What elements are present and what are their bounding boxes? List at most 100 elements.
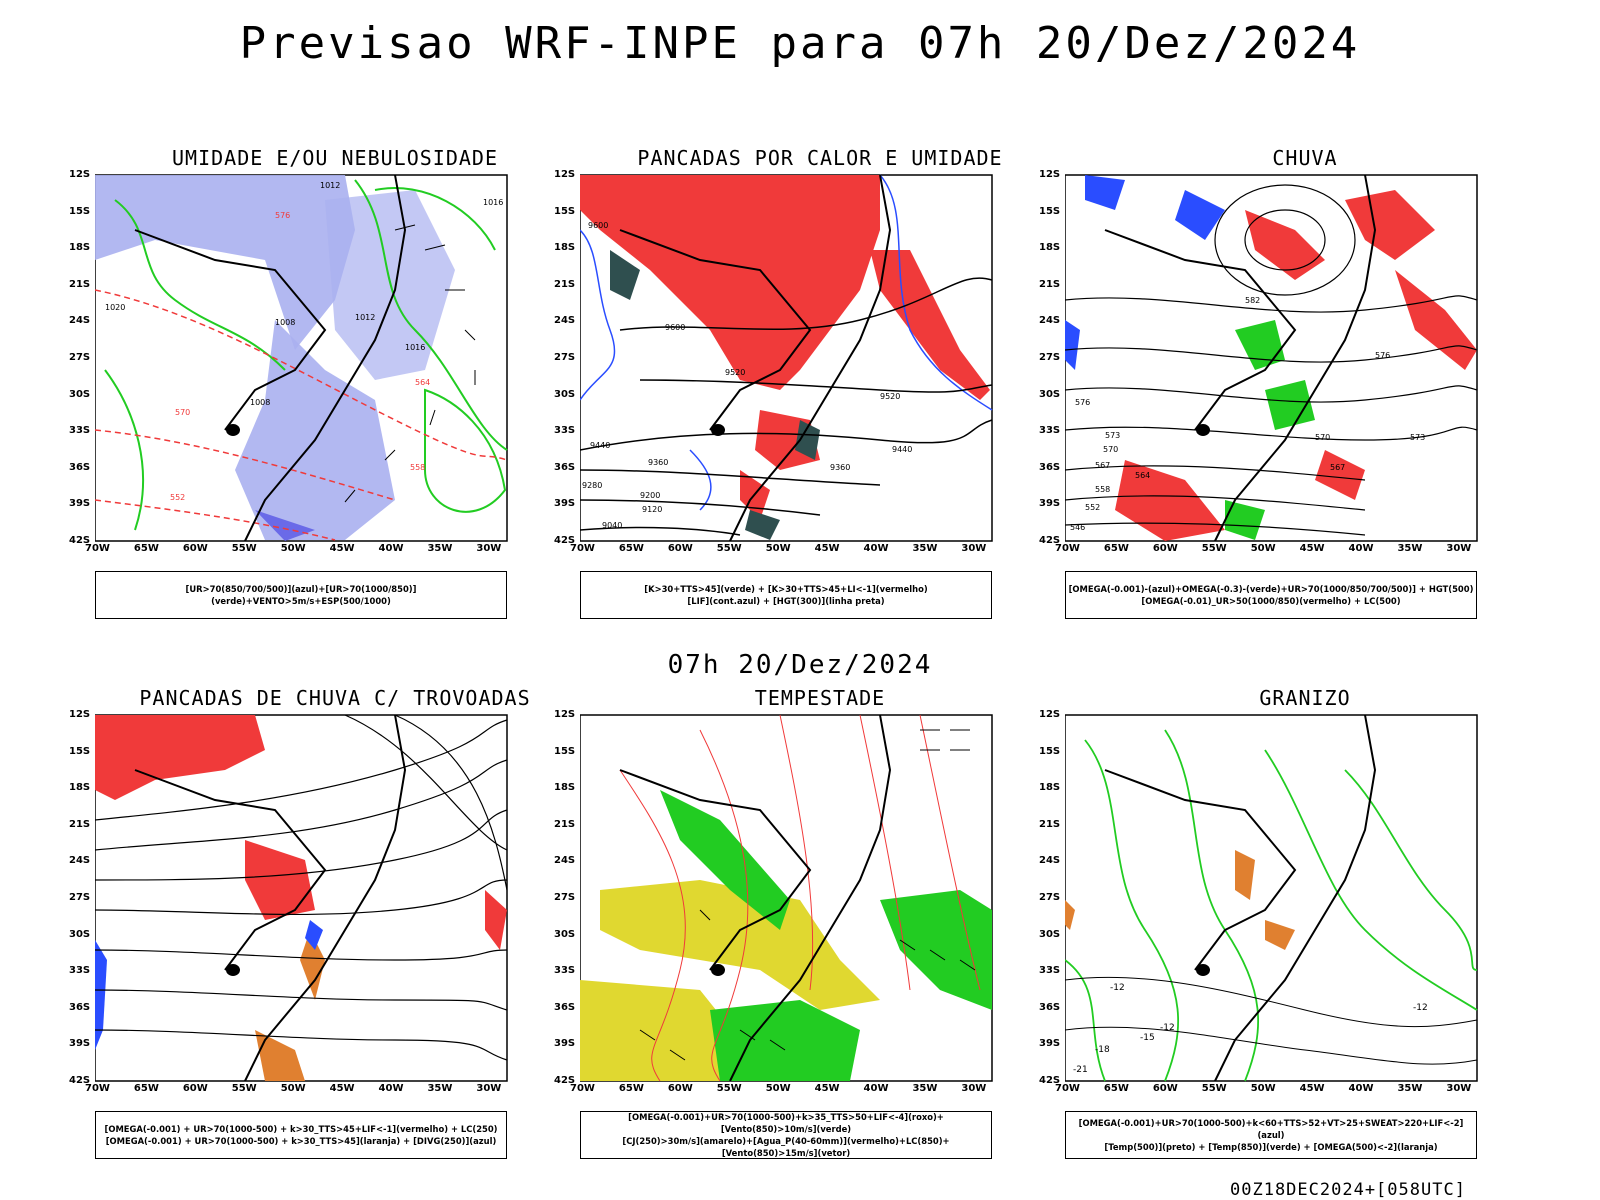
lat-tick-label: 15S xyxy=(554,745,576,757)
lon-tick-label: 55W xyxy=(231,1083,257,1094)
panel-trovoadas: PANCADAS DE CHUVA C/ TROVOADAS xyxy=(95,686,575,1159)
panel-title: PANCADAS POR CALOR E UMIDADE xyxy=(637,146,1003,170)
lon-tick-label: 70W xyxy=(570,543,595,554)
svg-text:567: 567 xyxy=(1330,463,1345,472)
svg-text:9440: 9440 xyxy=(590,441,610,450)
lat-tick-label: 18S xyxy=(1039,242,1061,254)
panel-legend: [OMEGA(-0.001)+UR>70(1000-500)+k>35_TTS>… xyxy=(580,1111,992,1159)
lat-tick-label: 39S xyxy=(1039,498,1061,510)
svg-text:558: 558 xyxy=(410,463,425,472)
svg-text:-18: -18 xyxy=(1095,1045,1110,1055)
panel-title: GRANIZO xyxy=(1259,686,1351,710)
lat-tick-label: 33S xyxy=(554,965,576,977)
lon-tick-label: 35W xyxy=(427,543,453,554)
lat-tick-label: 36S xyxy=(554,1001,576,1013)
lat-tick-label: 33S xyxy=(69,965,91,977)
lat-tick-label: 21S xyxy=(69,278,91,290)
lon-tick-label: 40W xyxy=(1348,1083,1374,1094)
lon-tick-label: 55W xyxy=(716,543,742,554)
lon-tick-label: 55W xyxy=(1201,543,1227,554)
lat-tick-label: 27S xyxy=(1039,352,1061,363)
lat-tick-label: 21S xyxy=(554,818,576,830)
panel-legend: [K>30+TTS>45](verde) + [K>30+TTS>45+LI<-… xyxy=(580,571,992,619)
panel-legend: [UR>70(850/700/500)](azul)+[UR>70(1000/8… xyxy=(95,571,507,619)
lat-tick-label: 24S xyxy=(69,315,91,327)
panel-chuva: CHUVA xyxy=(1065,146,1545,619)
lat-tick-label: 42S xyxy=(554,535,576,546)
lon-tick-label: 30W xyxy=(1446,1083,1472,1094)
lat-tick-label: 18S xyxy=(69,782,91,794)
lon-tick-label: 40W xyxy=(1348,543,1374,554)
svg-text:9360: 9360 xyxy=(830,463,850,472)
temp500-contours xyxy=(1065,976,1478,1065)
orange-omega-area xyxy=(1065,850,1295,950)
lon-tick-label: 50W xyxy=(1250,543,1276,554)
coastline-borders xyxy=(1104,714,1377,1082)
lon-tick-label: 70W xyxy=(1055,543,1080,554)
green-instability-area xyxy=(610,250,820,540)
svg-text:1012: 1012 xyxy=(355,313,375,322)
lat-tick-label: 18S xyxy=(69,242,91,254)
wind-vectors xyxy=(639,729,976,1061)
lat-tick-label: 39S xyxy=(554,498,576,510)
lat-tick-label: 15S xyxy=(1039,205,1061,217)
coastline-borders xyxy=(619,714,892,1082)
lon-tick-label: 50W xyxy=(1250,1083,1276,1094)
lat-tick-label: 15S xyxy=(554,205,576,217)
lon-tick-label: 60W xyxy=(667,1083,693,1094)
coastline-borders xyxy=(619,174,892,542)
lat-tick-label: 33S xyxy=(1039,965,1061,977)
lat-tick-label: 33S xyxy=(1039,425,1061,437)
svg-text:9440: 9440 xyxy=(892,445,912,454)
panel-title: CHUVA xyxy=(1272,146,1338,170)
lat-tick-label: 27S xyxy=(1039,892,1061,903)
lat-tick-label: 27S xyxy=(554,892,576,903)
map-granizo: -12 -12 -15 -18 -21 -12 xyxy=(1065,714,1478,1082)
streamlines-250 xyxy=(95,714,508,1061)
svg-text:573: 573 xyxy=(1105,431,1120,440)
lat-tick-label: 27S xyxy=(554,352,576,363)
lon-tick-label: 40W xyxy=(863,543,889,554)
lon-tick-label: 55W xyxy=(716,1083,742,1094)
svg-text:9280: 9280 xyxy=(582,481,602,490)
panel-title: TEMPESTADE xyxy=(754,686,886,710)
lat-tick-label: 42S xyxy=(69,535,91,546)
blue-divergence-area xyxy=(95,920,323,1050)
svg-text:546: 546 xyxy=(1070,523,1085,532)
lon-tick-label: 40W xyxy=(378,543,404,554)
lon-tick-label: 70W xyxy=(85,543,110,554)
blue-omega-area xyxy=(1065,175,1225,370)
map-chuva: 582 576 573 570 567 564 558 552 546 576 … xyxy=(1065,174,1478,542)
lon-tick-label: 30W xyxy=(476,1083,502,1094)
panel-pancadas-calor: PANCADAS POR CALOR E UMIDADE xyxy=(580,146,1060,619)
hgt300-contours xyxy=(580,277,993,536)
lat-tick-label: 30S xyxy=(554,388,576,400)
lon-tick-label: 55W xyxy=(1201,1083,1227,1094)
svg-text:576: 576 xyxy=(275,211,290,220)
svg-text:1020: 1020 xyxy=(105,303,125,312)
svg-text:9200: 9200 xyxy=(640,491,660,500)
lat-tick-label: 42S xyxy=(1039,535,1061,546)
lon-tick-label: 65W xyxy=(1103,1083,1129,1094)
lon-tick-label: 45W xyxy=(1299,543,1325,554)
lat-tick-label: 30S xyxy=(554,928,576,940)
lat-tick-label: 30S xyxy=(69,388,91,400)
lat-tick-label: 12S xyxy=(1039,709,1061,720)
svg-text:1008: 1008 xyxy=(275,318,295,327)
red-thickness-contours xyxy=(95,289,508,541)
lon-tick-label: 45W xyxy=(329,1083,355,1094)
svg-text:570: 570 xyxy=(1315,433,1330,442)
map-tempestade xyxy=(580,714,993,1082)
lat-tick-label: 24S xyxy=(554,315,576,327)
green-omega-area xyxy=(1225,320,1315,540)
lon-tick-label: 30W xyxy=(961,543,987,554)
lat-tick-label: 39S xyxy=(69,498,91,510)
contour-labels: 1012 1016 1020 1008 1012 1016 1008 570 5… xyxy=(105,181,503,502)
lon-tick-label: 60W xyxy=(182,1083,208,1094)
lat-tick-label: 30S xyxy=(1039,928,1061,940)
lat-tick-label: 18S xyxy=(1039,782,1061,794)
lon-tick-label: 45W xyxy=(329,543,355,554)
svg-text:-21: -21 xyxy=(1073,1065,1088,1075)
svg-text:576: 576 xyxy=(1375,351,1390,360)
map-umidade: 1012 1016 1020 1008 1012 1016 1008 570 5… xyxy=(95,174,508,542)
